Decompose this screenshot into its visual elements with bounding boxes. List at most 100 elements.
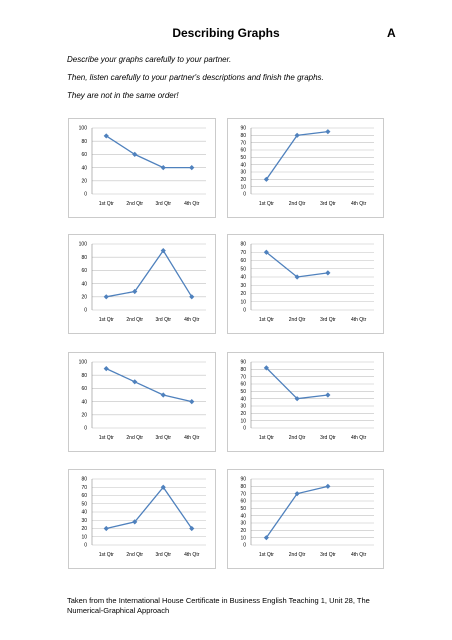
x-tick-label: 1st Qtr bbox=[259, 201, 274, 207]
y-tick-label: 20 bbox=[240, 411, 246, 417]
chart-frame bbox=[68, 469, 216, 569]
y-tick-label: 70 bbox=[240, 250, 246, 256]
x-tick-label: 4th Qtr bbox=[184, 435, 200, 441]
instruction-3: They are not in the same order! bbox=[67, 91, 179, 100]
x-tick-label: 3rd Qtr bbox=[320, 317, 336, 323]
y-tick-label: 50 bbox=[81, 501, 87, 507]
y-tick-label: 60 bbox=[81, 493, 87, 499]
y-tick-label: 0 bbox=[243, 192, 246, 198]
source-footer: Taken from the International House Certi… bbox=[67, 596, 397, 616]
y-tick-label: 90 bbox=[240, 360, 246, 366]
y-tick-label: 10 bbox=[240, 299, 246, 305]
y-tick-label: 80 bbox=[81, 255, 87, 261]
y-tick-label: 80 bbox=[81, 373, 87, 379]
y-tick-label: 10 bbox=[240, 418, 246, 424]
data-point bbox=[263, 176, 269, 182]
x-tick-label: 1st Qtr bbox=[99, 435, 114, 441]
y-tick-label: 70 bbox=[81, 485, 87, 491]
x-tick-label: 2nd Qtr bbox=[289, 201, 306, 207]
chart-frame bbox=[227, 469, 384, 569]
x-tick-label: 1st Qtr bbox=[99, 317, 114, 323]
data-point bbox=[160, 484, 166, 490]
y-tick-label: 30 bbox=[81, 518, 87, 524]
x-tick-label: 3rd Qtr bbox=[155, 201, 171, 207]
y-tick-label: 60 bbox=[81, 386, 87, 392]
chart-frame bbox=[227, 234, 384, 334]
x-tick-label: 4th Qtr bbox=[184, 201, 200, 207]
y-tick-label: 60 bbox=[240, 382, 246, 388]
x-tick-label: 1st Qtr bbox=[259, 317, 274, 323]
y-tick-label: 20 bbox=[240, 291, 246, 297]
y-tick-label: 50 bbox=[240, 389, 246, 395]
data-point bbox=[160, 165, 166, 171]
x-tick-label: 1st Qtr bbox=[259, 435, 274, 441]
data-point bbox=[325, 270, 331, 276]
y-tick-label: 60 bbox=[240, 499, 246, 505]
chart-frame bbox=[68, 234, 216, 334]
x-tick-label: 1st Qtr bbox=[99, 552, 114, 558]
y-tick-label: 100 bbox=[79, 242, 88, 248]
x-tick-label: 2nd Qtr bbox=[126, 552, 143, 558]
x-tick-label: 4th Qtr bbox=[184, 317, 200, 323]
y-tick-label: 40 bbox=[81, 165, 87, 171]
y-tick-label: 80 bbox=[240, 133, 246, 139]
chart-1: 0 20 40 60 80 100 1st Qtr 2nd Qtr 3rd Qtr 4th Qtr bbox=[68, 118, 216, 218]
y-tick-label: 50 bbox=[240, 266, 246, 272]
y-tick-label: 90 bbox=[240, 126, 246, 132]
y-tick-label: 30 bbox=[240, 283, 246, 289]
x-tick-label: 1st Qtr bbox=[99, 201, 114, 207]
y-tick-label: 40 bbox=[81, 281, 87, 287]
y-tick-label: 40 bbox=[240, 396, 246, 402]
data-point bbox=[325, 392, 331, 398]
series-line bbox=[106, 486, 193, 530]
series-line bbox=[105, 368, 192, 403]
x-tick-label: 3rd Qtr bbox=[320, 201, 336, 207]
data-point bbox=[294, 396, 300, 402]
x-tick-label: 1st Qtr bbox=[259, 552, 274, 558]
x-tick-label: 2nd Qtr bbox=[126, 201, 143, 207]
data-point bbox=[160, 248, 166, 254]
x-tick-label: 4th Qtr bbox=[351, 201, 367, 207]
footer-line-1: Taken from the International House Certi… bbox=[67, 596, 370, 605]
series-line bbox=[106, 249, 193, 298]
x-tick-label: 4th Qtr bbox=[351, 317, 367, 323]
data-point bbox=[103, 133, 109, 139]
y-tick-label: 20 bbox=[240, 528, 246, 534]
x-tick-label: 2nd Qtr bbox=[289, 435, 306, 441]
y-tick-label: 80 bbox=[240, 367, 246, 373]
y-tick-label: 0 bbox=[84, 426, 87, 432]
y-tick-label: 40 bbox=[240, 513, 246, 519]
chart-frame bbox=[68, 352, 216, 452]
chart-4: 0 10 20 30 40 50 60 70 80 1st Qtr 2nd Qtr 3rd Qtr 4t… bbox=[227, 234, 384, 334]
y-tick-label: 80 bbox=[240, 484, 246, 490]
data-point bbox=[263, 535, 269, 541]
y-tick-label: 10 bbox=[240, 184, 246, 190]
y-tick-label: 60 bbox=[81, 152, 87, 158]
x-tick-label: 3rd Qtr bbox=[320, 435, 336, 441]
y-tick-label: 20 bbox=[240, 177, 246, 183]
chart-frame bbox=[227, 352, 384, 452]
y-tick-label: 60 bbox=[240, 258, 246, 264]
x-tick-label: 3rd Qtr bbox=[320, 552, 336, 558]
y-tick-label: 40 bbox=[240, 275, 246, 281]
y-tick-label: 20 bbox=[81, 295, 87, 301]
series-line bbox=[105, 135, 192, 169]
y-tick-label: 50 bbox=[240, 506, 246, 512]
y-tick-label: 90 bbox=[240, 477, 246, 483]
data-point bbox=[294, 132, 300, 138]
y-tick-label: 40 bbox=[81, 399, 87, 405]
data-point bbox=[294, 274, 300, 280]
x-tick-label: 3rd Qtr bbox=[155, 552, 171, 558]
page-title: Describing Graphs bbox=[172, 26, 280, 40]
y-tick-label: 0 bbox=[243, 308, 246, 314]
y-tick-label: 20 bbox=[81, 413, 87, 419]
y-tick-label: 80 bbox=[81, 139, 87, 145]
chart-5: 0 20 40 60 80 100 1st Qtr 2nd Qtr 3rd Qtr 4th Qtr bbox=[68, 352, 216, 452]
instruction-2: Then, listen carefully to your partner's… bbox=[67, 73, 324, 82]
y-tick-label: 0 bbox=[84, 192, 87, 198]
y-tick-label: 0 bbox=[243, 543, 246, 549]
x-tick-label: 3rd Qtr bbox=[155, 435, 171, 441]
chart-3: 0 20 40 60 80 100 1st Qtr 2nd Qtr 3rd Qtr 4th Qtr bbox=[68, 234, 216, 334]
